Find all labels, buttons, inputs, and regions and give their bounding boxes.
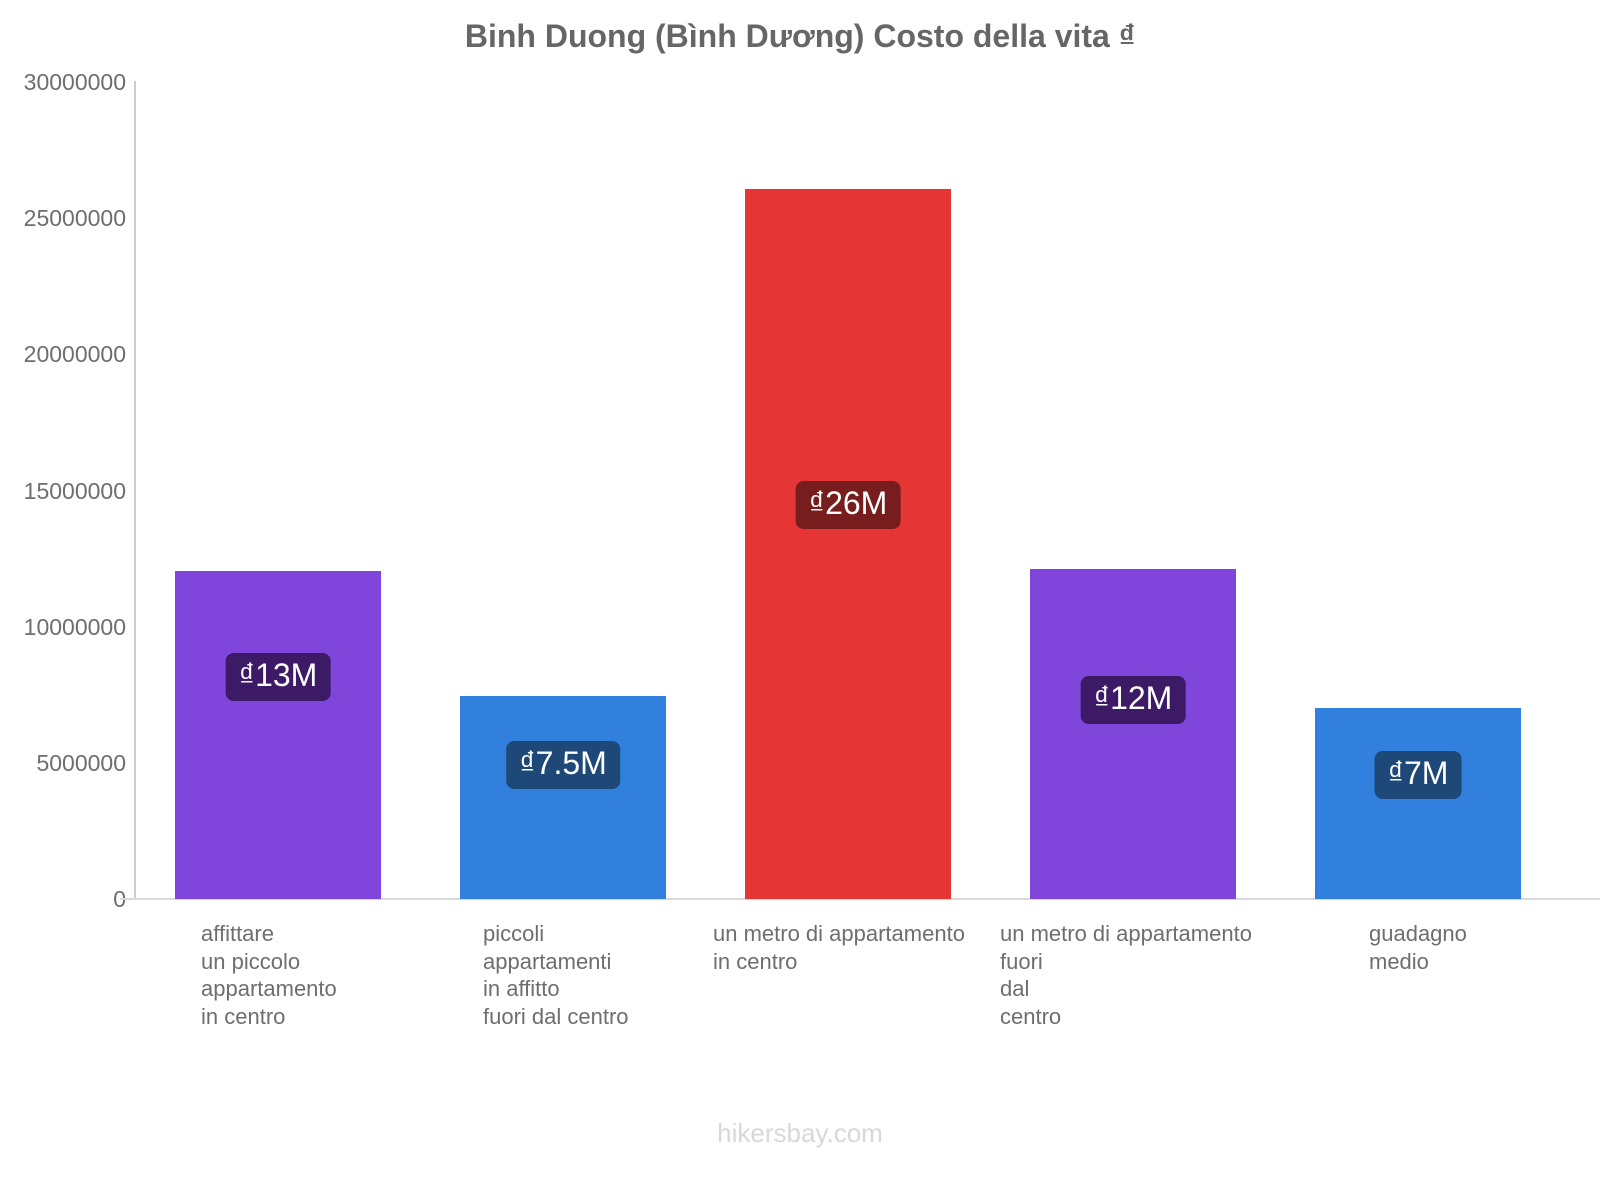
y-tick-label: 10000000 bbox=[23, 614, 126, 640]
site-watermark: hikersbay.com bbox=[717, 1118, 883, 1148]
bar-rect[interactable] bbox=[175, 571, 381, 899]
plot-area: ₫13M ₫7.5M ₫26M ₫12M ₫7M bbox=[134, 81, 1600, 899]
x-axis-baseline bbox=[120, 898, 1600, 900]
bar-value-label: ₫7M bbox=[1374, 751, 1462, 799]
y-tick-label: 0 bbox=[0, 886, 126, 913]
x-axis-category-label: un metro di appartamento in centro bbox=[713, 921, 965, 974]
y-tick-label: 30000000 bbox=[23, 69, 126, 95]
bar-rect[interactable] bbox=[460, 696, 666, 899]
bar-rect[interactable] bbox=[1030, 569, 1236, 899]
bar-value-label: ₫12M bbox=[1080, 676, 1186, 724]
x-axis-category-label: guadagno medio bbox=[1369, 921, 1467, 974]
y-tick-label: 25000000 bbox=[23, 205, 126, 231]
bar-rect[interactable] bbox=[745, 189, 951, 899]
bar-rect[interactable] bbox=[1315, 708, 1521, 899]
x-axis-category-label: affittare un piccolo appartamento in cen… bbox=[201, 921, 337, 1029]
y-tick-label: 15000000 bbox=[23, 478, 126, 504]
bar-group[interactable]: ₫12M bbox=[1030, 81, 1236, 899]
chart-title: Binh Duong (Bình Dương) Costo della vita… bbox=[464, 18, 1136, 54]
bar-group[interactable]: ₫26M bbox=[745, 81, 951, 899]
y-tick-label: 5000000 bbox=[36, 750, 126, 776]
x-axis-category-label: piccoli appartamenti in affitto fuori da… bbox=[483, 921, 629, 1029]
x-axis-category-label: un metro di appartamento fuori dal centr… bbox=[1000, 921, 1252, 1029]
bar-value-label: ₫7.5M bbox=[506, 741, 620, 789]
bar-group[interactable]: ₫7.5M bbox=[460, 81, 666, 899]
bar-group[interactable]: ₫13M bbox=[175, 81, 381, 899]
bar-value-label: ₫26M bbox=[795, 481, 901, 529]
y-axis-line bbox=[134, 81, 136, 899]
bar-group[interactable]: ₫7M bbox=[1315, 81, 1521, 899]
y-tick-label: 20000000 bbox=[23, 341, 126, 367]
bar-value-label: ₫13M bbox=[225, 653, 331, 701]
